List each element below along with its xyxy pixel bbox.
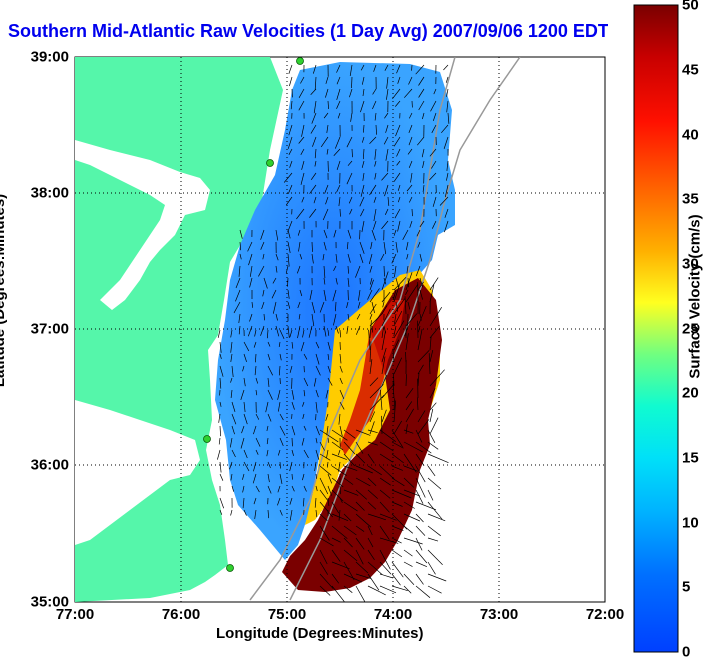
colorbar-tick: 35 [682, 191, 699, 208]
velocity-arrow [352, 149, 353, 157]
colorbar [634, 5, 678, 652]
velocity-arrow [340, 486, 341, 494]
x-tick: 76:00 [162, 606, 200, 623]
x-tick: 74:00 [374, 606, 412, 623]
velocity-arrow [406, 374, 407, 386]
velocity-arrow [340, 209, 341, 217]
velocity-arrow [292, 438, 293, 446]
y-tick: 39:00 [31, 49, 69, 66]
velocity-arrow [352, 77, 353, 88]
velocity-arrow [384, 266, 385, 277]
colorbar-tick: 45 [682, 62, 699, 79]
velocity-arrow [412, 209, 413, 216]
y-tick: 36:00 [31, 457, 69, 474]
colorbar-tick: 40 [682, 127, 699, 144]
y-tick: 38:00 [31, 185, 69, 202]
velocity-arrow [418, 321, 419, 338]
x-axis-label: Longitude (Degrees:Minutes) [216, 625, 424, 642]
colorbar-tick: 5 [682, 579, 690, 596]
y-tick: 35:00 [31, 594, 69, 611]
colorbar-tick: 50 [682, 0, 699, 14]
velocity-arrow [316, 474, 317, 479]
colorbar-tick: 10 [682, 515, 699, 532]
velocity-arrow [280, 462, 281, 469]
x-tick: 73:00 [480, 606, 518, 623]
colorbar-tick: 15 [682, 450, 699, 467]
colorbar-label: Surface Velocity (cm/s) [687, 214, 704, 378]
velocity-arrow [288, 278, 289, 287]
colorbar-tick: 0 [682, 644, 690, 661]
x-tick: 72:00 [586, 606, 624, 623]
x-tick: 75:00 [268, 606, 306, 623]
y-tick: 37:00 [31, 321, 69, 338]
colorbar-tick: 20 [682, 385, 699, 402]
velocity-arrow [312, 242, 313, 252]
y-axis-label: Latitude (Degrees:Minutes) [0, 194, 8, 387]
velocity-arrow [292, 474, 293, 480]
